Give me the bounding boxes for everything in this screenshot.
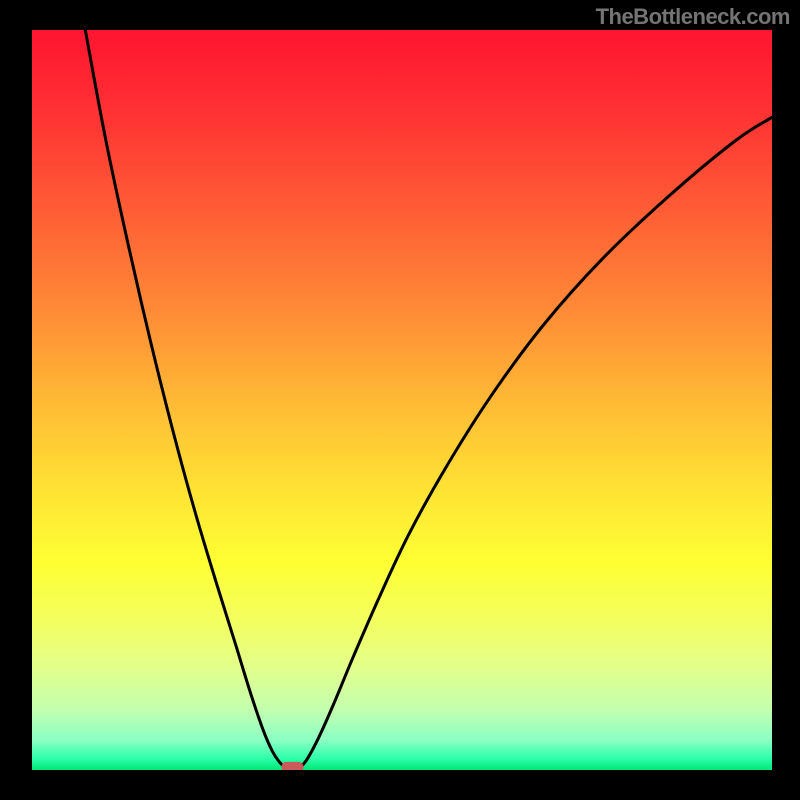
chart-container: TheBottleneck.com bbox=[0, 0, 800, 800]
chart-svg bbox=[32, 30, 772, 770]
plot-area bbox=[32, 30, 772, 770]
minimum-marker bbox=[281, 762, 303, 770]
gradient-background bbox=[32, 30, 772, 770]
watermark-text: TheBottleneck.com bbox=[596, 4, 790, 30]
